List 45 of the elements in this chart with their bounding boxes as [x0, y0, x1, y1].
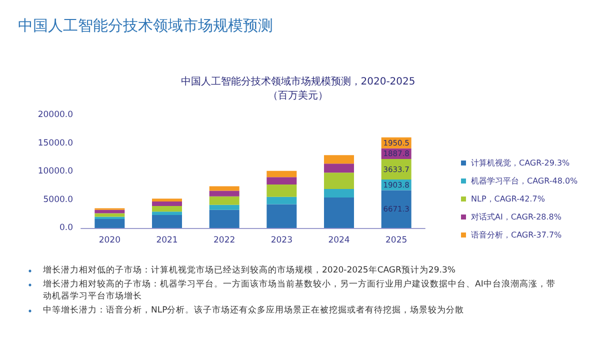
legend-label: 语音分析，CAGR-37.7%: [471, 230, 562, 240]
bar: [324, 189, 354, 198]
bar: [266, 177, 297, 184]
x-tick-label: 2025: [386, 236, 408, 246]
legend-label: NLP，CAGR-42.7%: [471, 194, 546, 204]
bar: [152, 198, 182, 202]
x-tick-label: 2023: [270, 236, 292, 246]
bar: [381, 190, 412, 228]
y-tick-label: 20000.0: [38, 110, 73, 120]
bar: [94, 210, 125, 214]
legend-label: 计算机视觉，CAGR-29.3%: [471, 158, 570, 168]
chart-title: 中国人工智能分技术领域市场规模预测，2020-2025: [180, 76, 416, 88]
y-tick-label: 0.0: [59, 223, 73, 233]
bar: [266, 196, 297, 204]
bar: [209, 196, 240, 205]
bar: [209, 210, 240, 228]
bar: [152, 215, 182, 228]
chart-subtitle: （百万美元）: [268, 90, 328, 102]
bar: [324, 164, 354, 173]
bar: [324, 155, 354, 164]
bar: [324, 172, 354, 190]
y-tick-label: 5000.0: [43, 194, 73, 205]
y-tick-label: 15000.0: [38, 138, 73, 148]
x-tick-label: 2024: [328, 236, 350, 246]
bar: [152, 206, 182, 212]
bar: [266, 184, 297, 197]
bar: [209, 204, 240, 210]
bar: [209, 186, 240, 191]
bar: [324, 197, 354, 228]
x-tick-label: 2020: [98, 236, 120, 246]
text: 中等增长潜力：语音分析，NLP分析。该子市场还有众多应用场景正在被挖掘或者有待挖掘，场景较为分散: [43, 304, 464, 316]
legend-label: 对话式AI，CAGR-28.8%: [471, 212, 562, 222]
text: 增长潜力相对低的子市场：计算机视觉市场已经达到较高的市场规模，2020-2025年CAGR预计为29.3%: [42, 264, 456, 276]
legend-label: 机器学习平台，CAGR-48.0%: [471, 176, 578, 186]
bar: [266, 204, 297, 228]
bar: [209, 190, 240, 196]
x-tick-label: 2022: [214, 236, 236, 246]
bar: [266, 170, 297, 178]
bar: [94, 218, 125, 228]
bar: [152, 212, 182, 216]
text: 中国人工智能分技术领域市场规模预测: [18, 16, 273, 34]
text: 增长潜力相对较高的子市场：机器学习平台。一方面该市场当前基数较小，另一方面行业用户建设数据中台、AI中台浪潮高涨，带动机器学习平台市场增长: [42, 278, 556, 302]
y-tick-label: 10000.0: [38, 166, 73, 176]
bar: [152, 201, 182, 206]
x-tick-label: 2021: [156, 236, 178, 246]
